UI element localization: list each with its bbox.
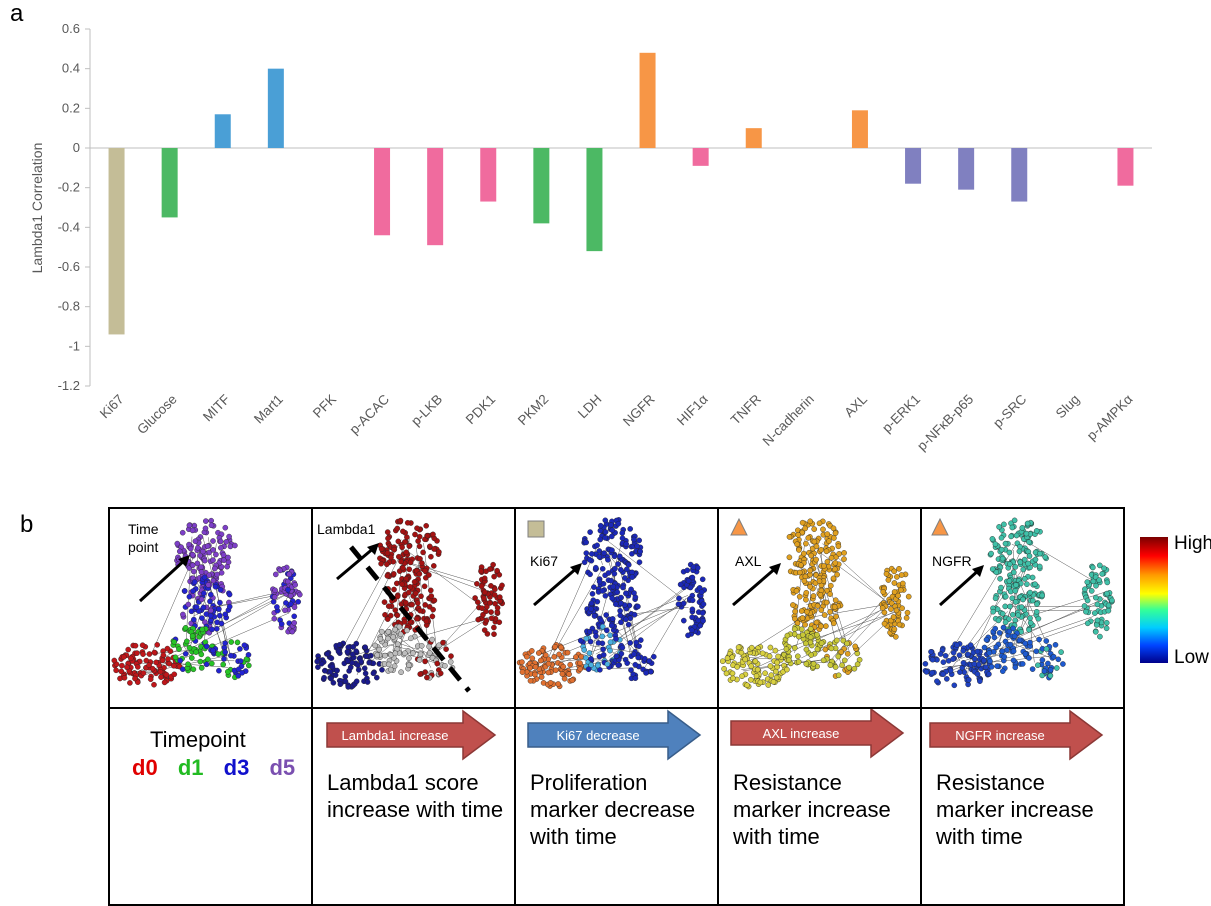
panel-b-grid: Time point Lambda1 — [108, 507, 1125, 906]
timepoint-network-cell: Time point — [109, 508, 312, 708]
ki67-square-marker — [528, 521, 544, 537]
x-tick-label: PKM2 — [515, 392, 552, 429]
ngfr-caption: Resistance marker increase with time — [936, 769, 1116, 850]
x-tick-label: p-NFκB-p65 — [914, 392, 976, 454]
bar-8 — [533, 148, 549, 223]
bar-14 — [852, 110, 868, 148]
axl-caption: Resistance marker increase with time — [733, 769, 913, 850]
ngfr-network-image — [922, 509, 1123, 707]
ki67-decrease-arrow: Ki67 decrease — [516, 709, 717, 769]
ngfr-arrow-label: NGFR increase — [955, 728, 1045, 743]
y-tick-label: -0.4 — [58, 219, 80, 234]
timepoint-legend-cell: Timepoint d0 d1 d3 d5 — [109, 708, 312, 905]
bar-9 — [586, 148, 602, 251]
lambda-increase-arrow: Lambda1 increase — [313, 709, 514, 769]
bar-17 — [1011, 148, 1027, 202]
y-tick-label: 0.4 — [62, 61, 80, 76]
bar-0 — [109, 148, 125, 334]
axl-arrow-label: AXL increase — [763, 726, 840, 741]
x-tick-label: MITF — [200, 392, 233, 425]
x-tick-label: PFK — [310, 392, 339, 421]
y-tick-label: -1 — [68, 338, 80, 353]
bar-7 — [480, 148, 496, 202]
axl-triangle-marker — [731, 519, 747, 535]
legend-d5: d5 — [269, 755, 295, 780]
ki67-arrow-label: Ki67 decrease — [556, 728, 639, 743]
bar-2 — [215, 114, 231, 148]
y-tick-label: -0.8 — [58, 299, 80, 314]
x-tick-label: Slug — [1053, 392, 1083, 422]
lambda-network-image — [313, 509, 514, 707]
x-tick-label: HIF1α — [674, 391, 711, 428]
bar-3 — [268, 69, 284, 148]
x-tick-label: Mart1 — [251, 392, 286, 427]
bar-15 — [905, 148, 921, 184]
y-axis: 0.6 0.4 0.2 0 -0.2 -0.4 -0.6 -0.8 -1 -1.2 — [58, 21, 1152, 393]
y-tick-label: 0.6 — [62, 21, 80, 36]
x-tick-label: N-cadherin — [760, 392, 817, 449]
time-label: Time — [128, 521, 159, 538]
lambda-caption: Lambda1 score increase with time — [327, 769, 507, 823]
colorbar — [1140, 537, 1168, 663]
x-tick-label: PDK1 — [463, 392, 499, 428]
ngfr-triangle-marker — [932, 519, 948, 535]
x-tick-label: NGFR — [620, 391, 658, 429]
y-axis-label: Lambda1 Correlation — [29, 143, 45, 274]
timepoint-legend-title: Timepoint — [150, 727, 246, 753]
axl-network-image — [719, 509, 920, 707]
bar-16 — [958, 148, 974, 190]
y-tick-label: 0 — [73, 140, 80, 155]
axl-network-cell: AXL — [718, 508, 921, 708]
x-tick-label: p-ACAC — [347, 391, 393, 437]
ngfr-label: NGFR — [932, 553, 972, 570]
bar-6 — [427, 148, 443, 245]
lambda-network-cell: Lambda1 — [312, 508, 515, 708]
ngfr-increase-arrow: NGFR increase — [922, 709, 1123, 769]
x-tick-label: p-AMPKα — [1084, 391, 1136, 443]
x-tick-label: Ki67 — [97, 392, 127, 422]
bar-19 — [1117, 148, 1133, 186]
bar-12 — [746, 128, 762, 148]
axl-caption-cell: AXL increase Resistance marker increase … — [718, 708, 921, 905]
axl-label: AXL — [735, 553, 761, 570]
x-tick-label: AXL — [841, 391, 870, 420]
ki67-network-cell: Ki67 — [515, 508, 718, 708]
lambda1-label: Lambda1 — [317, 521, 375, 538]
colorbar-low-label: Low — [1174, 647, 1209, 669]
bar-1 — [162, 148, 178, 217]
lambda-arrow-label: Lambda1 increase — [342, 728, 449, 743]
panel-b-letter: b — [20, 511, 33, 539]
y-tick-label: -0.6 — [58, 259, 80, 274]
point-label: point — [128, 539, 158, 556]
panel-b: Time point Lambda1 — [108, 507, 1125, 902]
x-tick-label: TNFR — [728, 391, 764, 427]
legend-d0: d0 — [132, 755, 158, 780]
y-tick-label: 0.2 — [62, 100, 80, 115]
bar-11 — [693, 148, 709, 166]
lambda-caption-cell: Lambda1 increase Lambda1 score increase … — [312, 708, 515, 905]
bars-group — [109, 53, 1134, 335]
ki67-caption: Proliferation marker decrease with time — [530, 769, 710, 850]
ki67-label: Ki67 — [530, 553, 558, 570]
y-tick-label: -0.2 — [58, 180, 80, 195]
ngfr-network-cell: NGFR — [921, 508, 1124, 708]
y-tick-label: -1.2 — [58, 378, 80, 393]
legend-d1: d1 — [178, 755, 204, 780]
x-tick-label: Glucose — [134, 392, 180, 438]
ki67-network-image — [516, 509, 717, 707]
ki67-caption-cell: Ki67 decrease Proliferation marker decre… — [515, 708, 718, 905]
timepoint-legend-items: d0 d1 d3 d5 — [132, 755, 309, 781]
bar-10 — [640, 53, 656, 148]
ngfr-caption-cell: NGFR increase Resistance marker increase… — [921, 708, 1124, 905]
colorbar-high-label: High — [1174, 533, 1211, 555]
x-tick-label: p-LKB — [408, 392, 445, 429]
axl-increase-arrow: AXL increase — [719, 709, 920, 769]
x-tick-label: LDH — [575, 392, 605, 422]
x-tick-label: p-ERK1 — [879, 392, 923, 436]
legend-d3: d3 — [224, 755, 250, 780]
x-tick-label: p-SRC — [990, 391, 1029, 430]
bar-5 — [374, 148, 390, 235]
